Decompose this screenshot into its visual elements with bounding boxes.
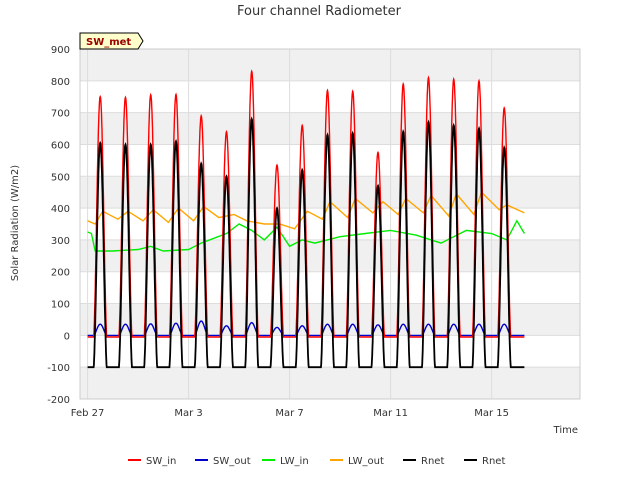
y-tick-label: 700: [51, 109, 70, 120]
series-line-sw-out: [87, 320, 525, 337]
plot-frame: [79, 48, 581, 400]
site-tag-label: SW_met: [86, 37, 131, 48]
series-line-rnet: [87, 116, 525, 369]
band: [80, 367, 580, 399]
legend-label: Rnet: [482, 456, 505, 467]
legend-label: SW_out: [213, 456, 251, 467]
y-tick-label: 600: [51, 140, 70, 151]
legend-label: Rnet: [421, 456, 444, 467]
y-tick-label: 0: [64, 331, 70, 342]
y-tick-label: 400: [51, 204, 70, 215]
y-axis-label: Solar Radiation (W/m2): [10, 165, 21, 281]
y-tick-label: -100: [47, 363, 70, 374]
x-tick-label: Mar 11: [373, 408, 408, 419]
y-tick-label: 100: [51, 300, 70, 311]
x-axis-label: Time: [553, 425, 578, 436]
y-tick-label: 200: [51, 268, 70, 279]
site-tag: SW_met: [79, 32, 144, 50]
x-tick-label: Feb 27: [71, 408, 105, 419]
y-tick-label: 500: [51, 172, 70, 183]
series-line-lw-in: [87, 219, 526, 252]
y-tick-label: 900: [51, 45, 70, 56]
series-layer: [87, 69, 526, 369]
x-tick-label: Mar 15: [474, 408, 509, 419]
band: [80, 303, 580, 336]
band: [80, 49, 580, 81]
legend-label: LW_out: [348, 456, 384, 467]
x-axis-ticks: Feb 27 Mar 3 Mar 7 Mar 11 Mar 15: [71, 408, 509, 419]
x-tick-label: Mar 7: [275, 408, 303, 419]
legend: SW_in SW_out LW_in LW_out Rnet Rnet: [128, 456, 505, 467]
site-tag-box: [79, 32, 144, 50]
chart-title: Four channel Radiometer: [237, 4, 402, 19]
y-tick-label: 300: [51, 236, 70, 247]
band: [80, 239, 580, 272]
y-axis-ticks: -200 -100 0 100 200 300 400 500 600 700 800 900: [47, 45, 70, 406]
legend-label: LW_in: [280, 456, 309, 467]
y-tick-label: 800: [51, 77, 70, 88]
legend-label: SW_in: [146, 456, 176, 467]
y-tick-label: -200: [47, 395, 70, 406]
x-tick-label: Mar 3: [174, 408, 202, 419]
